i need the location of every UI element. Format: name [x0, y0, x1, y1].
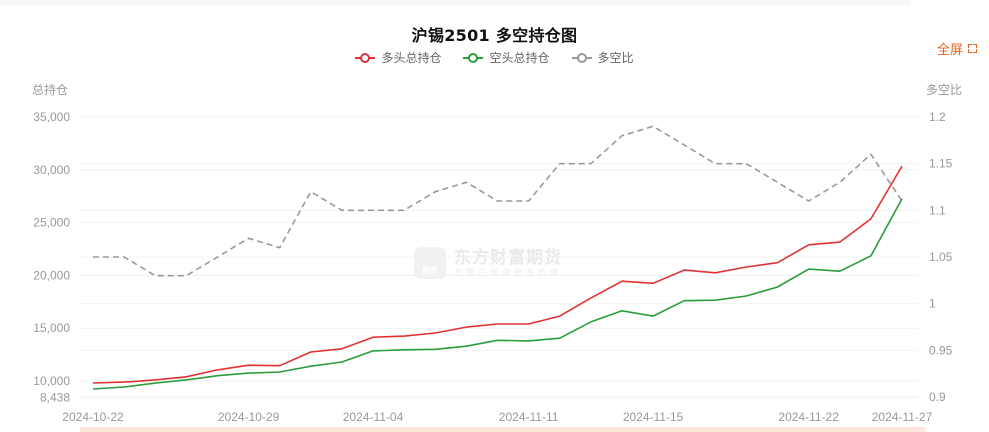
x-tick-label: 2024-11-04 [343, 410, 404, 424]
chart-title: 沪锡2501 多空持仓图 [411, 26, 578, 45]
series-lines [92, 125, 903, 390]
left-tick-label: 25,000 [33, 216, 70, 230]
left-tick-label: 15,000 [33, 321, 70, 335]
right-tick-label: 1.1 [929, 203, 946, 217]
series-line [92, 165, 903, 384]
chart-legend: 多头总持仓 空头总持仓 多空比 [0, 49, 989, 66]
left-tick-label: 30,000 [33, 163, 70, 177]
right-tick-label: 1.2 [929, 110, 946, 124]
x-tick-label: 2024-10-29 [218, 410, 280, 424]
fullscreen-button[interactable]: 全屏 [937, 39, 977, 58]
series-line [92, 198, 903, 390]
right-tick-label: 1.15 [929, 157, 953, 171]
legend-label: 多头总持仓 [381, 51, 442, 65]
legend-marker-icon [571, 52, 592, 64]
right-tick-label: 0.95 [929, 343, 953, 357]
right-tick-label: 0.9 [929, 390, 946, 404]
right-axis-name: 多空比 [926, 83, 963, 97]
left-axis-ticks: 35,000 30,000 25,000 20,000 15,000 10,000 8,43… [33, 110, 70, 404]
fullscreen-label: 全屏 [936, 43, 963, 58]
watermark-logo-icon: 期货 [414, 247, 446, 279]
legend-item-long[interactable]: 多头总持仓 [355, 49, 441, 66]
top-scroll-bar [0, 0, 911, 5]
x-tick-label: 2024-11-27 [872, 410, 933, 424]
right-tick-label: 1.05 [929, 250, 953, 264]
watermark-slogan: 为用户创造更多价值 [454, 267, 562, 277]
legend-label: 多空比 [597, 51, 634, 65]
left-axis-name: 总持仓 [32, 83, 69, 97]
grid-lines [80, 116, 918, 398]
x-tick-label: 2024-10-22 [62, 410, 124, 424]
legend-label: 空头总持仓 [489, 51, 550, 65]
legend-marker-icon [355, 52, 376, 64]
x-tick-label: 2024-11-22 [778, 410, 839, 424]
legend-item-ratio[interactable]: 多空比 [571, 49, 634, 66]
x-axis-ticks: 2024-10-22 2024-10-29 2024-11-04 2024-11-11… [62, 410, 932, 424]
x-tick-label: 2024-11-11 [499, 410, 559, 424]
left-tick-label: 35,000 [33, 110, 70, 124]
left-tick-label: 10,000 [33, 374, 70, 388]
legend-item-short[interactable]: 空头总持仓 [463, 49, 550, 66]
series-line [93, 125, 903, 277]
x-tick-label: 2024-11-15 [623, 410, 684, 424]
left-tick-label: 20,000 [33, 268, 70, 282]
expand-icon [968, 44, 977, 53]
right-axis-ticks: 1.2 1.15 1.1 1.05 1 0.95 0.9 [929, 110, 953, 404]
data-zoom-slider[interactable] [80, 427, 925, 432]
left-tick-label: 8,438 [40, 390, 70, 404]
right-tick-label: 1 [929, 297, 936, 311]
legend-marker-icon [463, 52, 484, 64]
